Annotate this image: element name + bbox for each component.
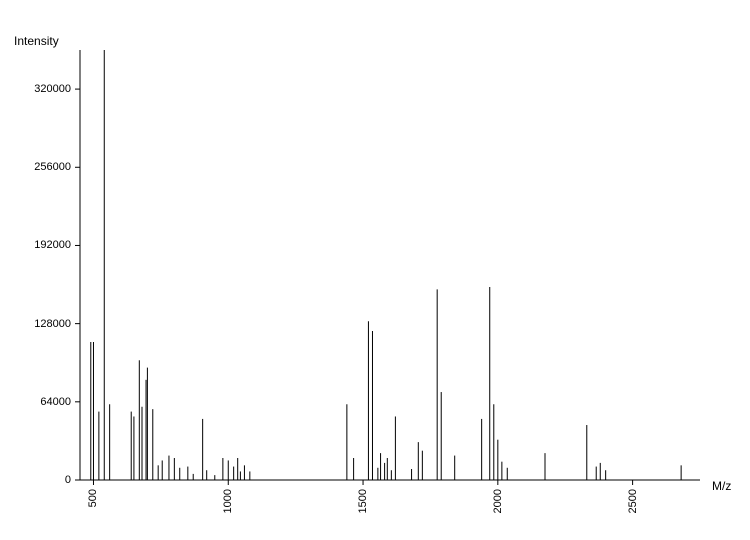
y-tick-label: 192000 (0, 239, 71, 251)
y-tick-label: 128000 (0, 318, 71, 330)
y-tick-label: 64000 (0, 396, 71, 408)
x-tick-label: 2500 (627, 489, 639, 513)
mass-spectrum-chart: Intensity M/z 0 64000 128000 192000 256000 32… (0, 0, 750, 540)
x-tick-label: 2000 (492, 489, 504, 513)
x-axis-label: M/z (712, 479, 731, 493)
x-tick-label: 500 (87, 489, 99, 507)
y-tick-label: 0 (0, 474, 71, 486)
y-tick-label: 320000 (0, 83, 71, 95)
x-tick-label: 1000 (222, 489, 234, 513)
spectrum-svg (0, 0, 750, 540)
y-tick-label: 256000 (0, 161, 71, 173)
y-axis-label: Intensity (14, 34, 59, 48)
x-tick-label: 1500 (357, 489, 369, 513)
